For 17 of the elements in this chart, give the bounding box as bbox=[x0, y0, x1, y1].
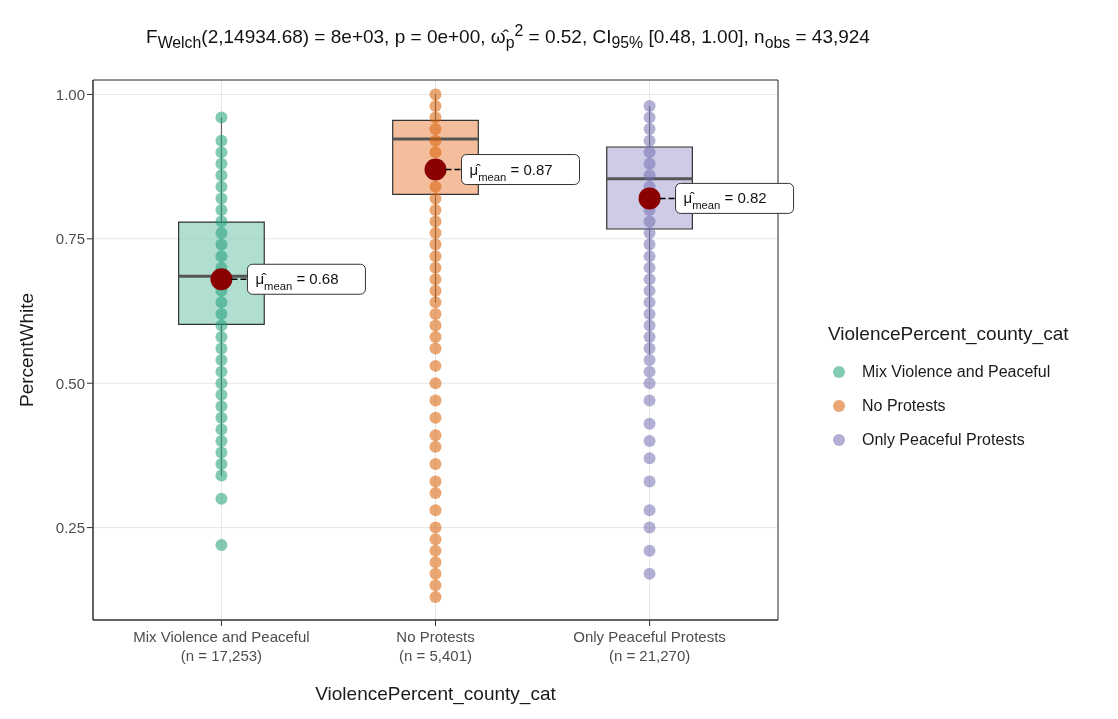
annotation: μ̂$_{mean}$ = 0.82 bbox=[683, 189, 767, 212]
x-axis-title: ViolencePercent_county_cat bbox=[315, 683, 557, 705]
y-tick-label: 1.00 bbox=[55, 85, 85, 103]
x-tick-label: No Protests (n = 5,401) bbox=[396, 628, 475, 664]
annotation: μ̂$_{mean}$ = 0.87 bbox=[469, 160, 553, 183]
legend-label: No Protests bbox=[862, 397, 946, 415]
y-axis-title: PercentWhite bbox=[15, 292, 37, 408]
chart-title: F$_{Welch}$(2,14934.68) = 8e+03, p = 0e+00, ω̂$_{p}$$^{2}$ = 0.52, CI$_{95%}$ [0.48, 1.00], n$_{obs}$ = 43,924 bbox=[146, 22, 870, 52]
y-tick-label: 0.75 bbox=[55, 230, 85, 248]
legend-label: Mix Violence and Peaceful bbox=[862, 363, 1051, 381]
legend-title: ViolencePercent_county_cat bbox=[828, 323, 1069, 345]
y-tick-label: 0.25 bbox=[55, 518, 85, 536]
legend-label: Only Peaceful Protests bbox=[862, 431, 1025, 449]
y-tick-label: 0.50 bbox=[55, 374, 85, 392]
x-tick-label: Only Peaceful Protests (n = 21,270) bbox=[573, 628, 726, 664]
annotation: μ̂$_{mean}$ = 0.68 bbox=[255, 270, 339, 293]
x-tick-label: Mix Violence and Peaceful (n = 17,253) bbox=[133, 628, 310, 664]
